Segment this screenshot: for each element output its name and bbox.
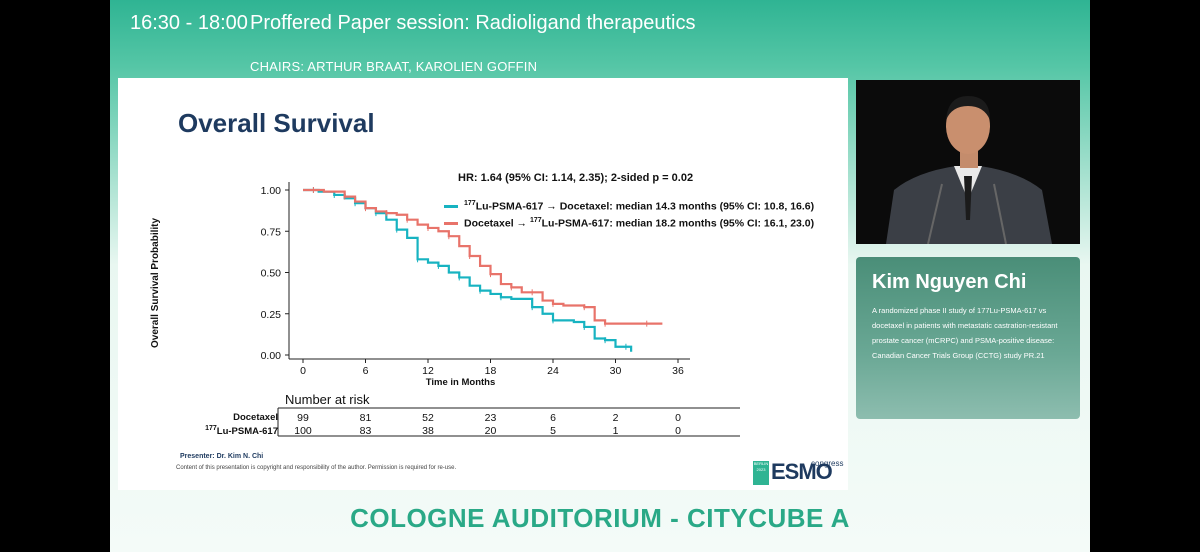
talk-description: A randomized phase II study of 177Lu-PSM… [872,306,1058,360]
risk-row-label-lu: 177Lu-PSMA-617 [205,425,278,438]
risk-cell: 5 [550,425,556,437]
risk-cell: 81 [359,412,372,424]
y-axis-label: Overall Survival Probability [150,217,161,348]
x-tick-label: 36 [672,365,684,377]
y-tick-label: 0.00 [261,350,282,362]
session-chairs: CHAIRS: ARTHUR BRAAT, KAROLIEN GOFFIN [250,59,538,74]
x-axis-label: Time in Months [426,377,496,388]
risk-cell: 23 [484,412,497,424]
esmo-wordmark: ESMO [771,459,833,484]
legend-swatch [444,222,458,226]
risk-cell: 52 [422,412,434,424]
risk-cell: 0 [675,412,681,424]
esmo-congress-label: congress [811,459,844,468]
hazard-ratio-text: HR: 1.64 (95% CI: 1.14, 2.35); 2-sided p… [458,172,694,184]
speaker-figure [856,80,1080,244]
risk-row-label-docetaxel: Docetaxel [233,412,278,423]
risk-cell: 100 [294,425,312,437]
risk-cell: 0 [675,425,681,437]
esmo-congress-logo: BERLIN 2023 ESMO congress [753,457,844,487]
speaker-video [856,80,1080,244]
risk-cell: 6 [550,412,556,424]
y-tick-label: 0.25 [261,309,282,321]
y-tick-label: 1.00 [261,185,282,197]
copyright-notice: Content of this presentation is copyrigh… [176,465,457,471]
esmo-badge: BERLIN 2023 [753,461,769,485]
speaker-name: Kim Nguyen Chi [872,271,1027,293]
risk-cell: 83 [359,425,372,437]
presentation-slide: Overall Survival HR: 1.64 (95% CI: 1.14,… [118,78,848,490]
x-tick-label: 30 [610,365,622,377]
y-tick-label: 0.75 [261,226,282,238]
risk-cell: 1 [612,425,619,437]
x-tick-label: 6 [363,365,369,377]
y-tick-label: 0.50 [261,268,282,280]
risk-cell: 38 [422,425,434,437]
legend-item-docetaxel-first: Docetaxel → 177Lu-PSMA-617: median 18.2 … [444,217,814,230]
risk-table-title: Number at risk [285,392,370,407]
series-line-lu-first [303,188,633,352]
risk-cell: 99 [297,412,309,424]
venue-banner: COLOGNE AUDITORIUM - CITYCUBE A [350,503,850,533]
session-time: 16:30 - 18:00 [130,12,248,34]
slide-title: Overall Survival [178,108,375,138]
legend-swatch [444,205,458,209]
legend-item-lu-first: 177Lu-PSMA-617 → Docetaxel: median 14.3 … [444,200,814,213]
x-tick-label: 18 [485,365,497,377]
risk-cell: 20 [484,425,497,437]
risk-cell: 2 [612,412,619,424]
speaker-info-card: Kim Nguyen Chi A randomized phase II stu… [856,257,1080,419]
conference-stream-frame: 16:30 - 18:00 Proffered Paper session: R… [110,0,1090,552]
x-tick-label: 12 [422,365,434,377]
presenter-credit: Presenter: Dr. Kim N. Chi [180,453,264,460]
session-title: Proffered Paper session: Radioligand the… [250,12,696,34]
x-tick-label: 24 [547,365,559,377]
x-tick-label: 0 [300,365,306,377]
